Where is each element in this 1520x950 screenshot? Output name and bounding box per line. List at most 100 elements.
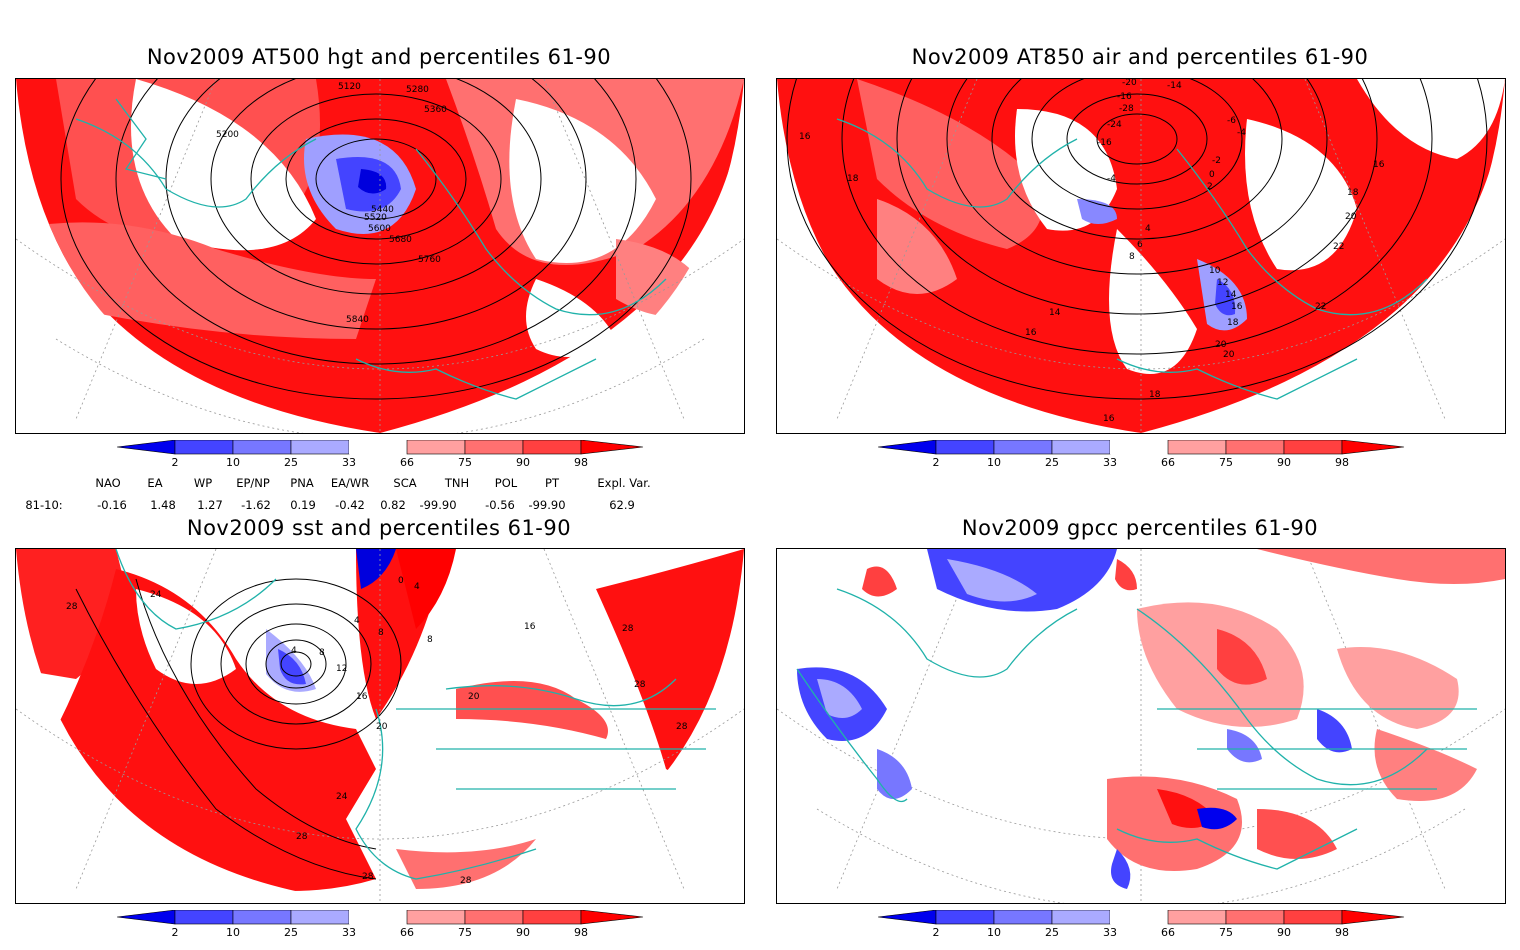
index-value: 0.19 (290, 498, 316, 512)
index-value: 62.9 (609, 498, 635, 512)
contour-label: 5680 (389, 235, 412, 245)
map-sst-svg: 28 24 0 4 4 8 8 4 8 12 16 20 20 24 28 28… (16, 549, 744, 903)
contour-label: 16 (799, 132, 811, 142)
contour-label: 16 (356, 692, 368, 702)
contour-label: 20 (376, 722, 388, 732)
map-hgt-svg: 5120 5280 5360 5200 5440 5520 5600 5680 … (16, 79, 744, 433)
index-header: POL (494, 476, 518, 490)
colorbar-gpcc: 2 10 25 33 66 75 90 98 (877, 909, 1408, 950)
contour-label: 18 (1347, 188, 1359, 198)
map-gpcc (776, 548, 1506, 904)
contour-label: -4 (1107, 174, 1116, 184)
contour-label: 5440 (371, 205, 394, 215)
colorbar-label: 10 (226, 456, 240, 469)
contour-label: 16 (1373, 160, 1385, 170)
contour-label: 4 (1145, 224, 1151, 234)
colorbar-hgt: 2 10 25 33 66 75 90 98 (116, 439, 647, 480)
colorbar-label: 33 (1103, 456, 1117, 469)
contour-label: 28 (460, 876, 472, 886)
contour-label: 16 (524, 622, 536, 632)
contour-label: 5600 (368, 224, 391, 234)
contour-label: 22 (1333, 242, 1344, 252)
colorbar-label: 75 (458, 926, 472, 939)
colorbar-label: 90 (1277, 926, 1291, 939)
index-header: PT (545, 476, 559, 490)
index-header: SCA (393, 476, 417, 490)
contour-label: 5760 (418, 255, 441, 265)
contour-label: 5360 (424, 105, 447, 115)
contour-label: 16 (1103, 414, 1115, 424)
contour-label: 28 (676, 722, 688, 732)
contour-label: 28 (66, 602, 78, 612)
contour-label: 28 (634, 680, 646, 690)
colorbar-label: 75 (458, 456, 472, 469)
index-value: -99.90 (528, 498, 566, 512)
contour-label: 18 (1227, 318, 1239, 328)
colorbar-label: 75 (1219, 456, 1233, 469)
colorbar-label: 98 (574, 926, 588, 939)
contour-label: 20 (1345, 212, 1357, 222)
contour-label: 2 (1207, 182, 1213, 192)
contour-label: 4 (354, 616, 360, 626)
index-header: PNA (290, 476, 314, 490)
panel-title-hgt: Nov2009 AT500 hgt and percentiles 61-90 (146, 45, 612, 69)
colorbar-sst-svg (116, 909, 644, 925)
contour-label: 4 (291, 646, 297, 656)
colorbar-air: 2 10 25 33 66 75 90 98 (877, 439, 1408, 480)
contour-label: -24 (1107, 120, 1122, 130)
contour-label: -6 (1227, 116, 1236, 126)
colorbar-label: 10 (226, 926, 240, 939)
index-row-label: 81-10: (25, 498, 63, 512)
contour-label: 5280 (406, 85, 429, 95)
contour-label: 18 (847, 174, 859, 184)
contour-label: 16 (1231, 302, 1243, 312)
contour-label: -16 (1097, 138, 1112, 148)
colorbar-label: 25 (1045, 456, 1059, 469)
colorbar-label: 2 (171, 456, 179, 469)
colorbar-label: 25 (1045, 926, 1059, 939)
contour-label: 5120 (338, 82, 361, 92)
contour-label: 12 (336, 664, 347, 674)
index-header: TNH (444, 476, 470, 490)
colorbar-hgt-svg (116, 439, 644, 455)
contour-label: 8 (1129, 252, 1135, 262)
index-value: 1.48 (150, 498, 176, 512)
contour-label: 14 (1049, 308, 1061, 318)
colorbar-label: 10 (987, 926, 1001, 939)
index-value: -0.42 (335, 498, 365, 512)
index-value: 1.27 (197, 498, 223, 512)
map-air: -20 -14 -16 -28 -24 -16 -6 -4 -2 0 2 -4 … (776, 78, 1506, 434)
map-hgt: 5120 5280 5360 5200 5440 5520 5600 5680 … (15, 78, 745, 434)
contour-label: 18 (1149, 390, 1161, 400)
colorbar-label: 2 (171, 926, 179, 939)
contour-label: 8 (378, 628, 384, 638)
map-air-svg: -20 -14 -16 -28 -24 -16 -6 -4 -2 0 2 -4 … (777, 79, 1505, 433)
indices-header-row: NAO EA WP EP/NP PNA EA/WR SCA TNH POL PT… (0, 476, 760, 492)
indices-value-row: 81-10: -0.16 1.48 1.27 -1.62 0.19 -0.42 … (0, 498, 760, 514)
contour-label: 20 (1215, 340, 1227, 350)
colorbar-label: 98 (574, 456, 588, 469)
contour-label: 8 (427, 635, 433, 645)
map-sst: 28 24 0 4 4 8 8 4 8 12 16 20 20 24 28 28… (15, 548, 745, 904)
colorbar-label: 98 (1335, 456, 1349, 469)
index-header: Expl. Var. (597, 476, 651, 490)
colorbar-label: 98 (1335, 926, 1349, 939)
contour-label: -14 (1167, 81, 1182, 91)
colorbar-label: 90 (1277, 456, 1291, 469)
contour-label: -2 (1212, 156, 1221, 166)
contour-label: 22 (1315, 302, 1326, 312)
index-value: -1.62 (241, 498, 271, 512)
colorbar-label: 33 (342, 456, 356, 469)
contour-label: 16 (1025, 328, 1037, 338)
panel-title-gpcc: Nov2009 gpcc percentiles 61-90 (961, 516, 1319, 540)
colorbar-label: 2 (932, 456, 940, 469)
contour-label: 28 (362, 872, 374, 882)
index-header: WP (193, 476, 213, 490)
contour-label: 6 (1137, 240, 1143, 250)
colorbar-label: 33 (342, 926, 356, 939)
index-header: EA/WR (330, 476, 370, 490)
colorbar-label: 66 (400, 926, 414, 939)
index-value: -99.90 (419, 498, 457, 512)
index-header: EP/NP (236, 476, 270, 490)
contour-label: -28 (1119, 104, 1134, 114)
